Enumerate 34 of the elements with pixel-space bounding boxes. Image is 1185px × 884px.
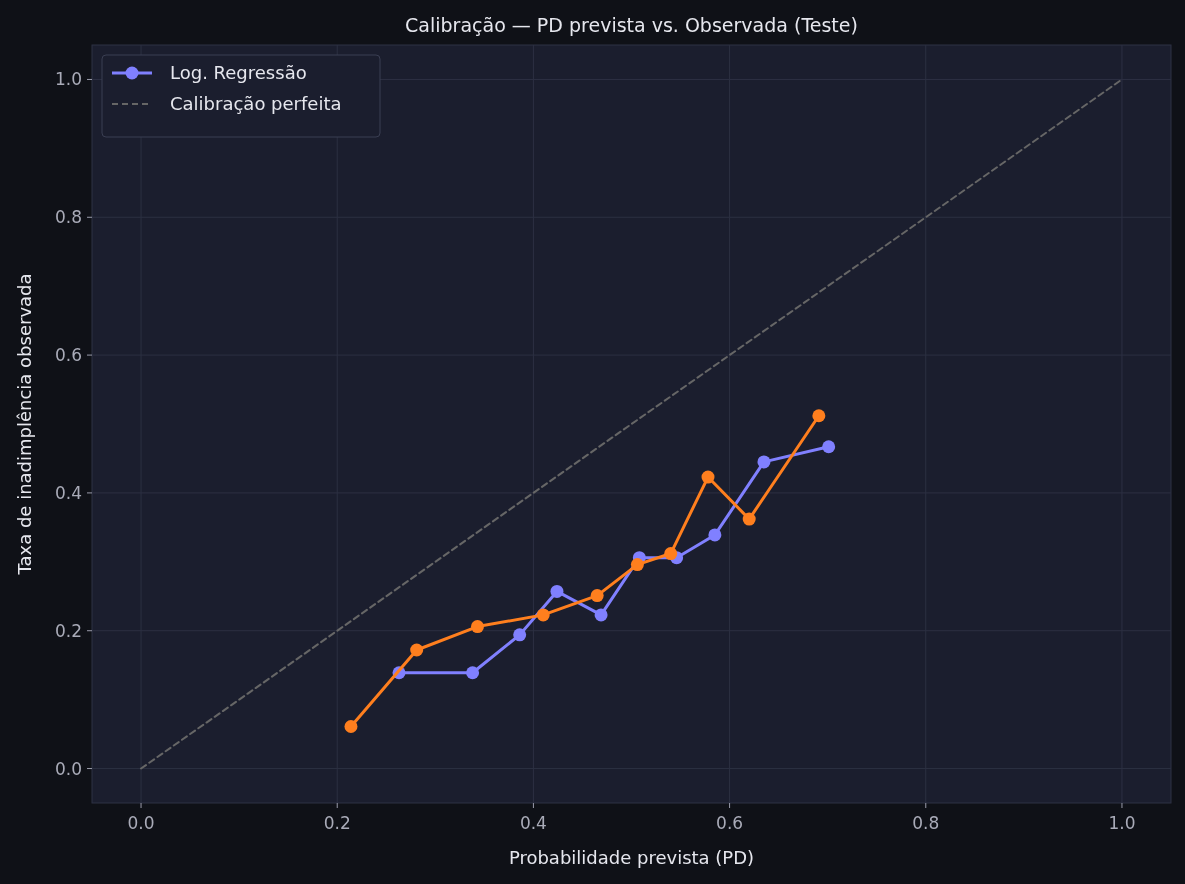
- point: [550, 584, 564, 598]
- y-tick-label: 0.4: [54, 482, 82, 503]
- point: [708, 528, 722, 542]
- x-tick-label: 0.8: [912, 813, 940, 833]
- point: [812, 409, 826, 423]
- point: [757, 455, 771, 469]
- point: [536, 608, 550, 622]
- point: [590, 589, 604, 603]
- point: [822, 440, 836, 454]
- legend-label: Log. Regressão: [170, 62, 307, 83]
- point: [410, 643, 424, 657]
- x-axis-title: Probabilidade prevista (PD): [508, 847, 755, 868]
- point: [594, 608, 608, 622]
- legend-label: Calibração perfeita: [170, 93, 342, 114]
- point: [630, 558, 644, 572]
- y-tick-label: 0.8: [54, 207, 82, 228]
- chart-title: Calibração — PD prevista vs. Observada (Teste): [405, 14, 858, 36]
- x-tick-label: 1.0: [1108, 813, 1136, 833]
- point: [466, 666, 480, 680]
- y-axis-title: Taxa de inadimplência observada: [14, 273, 35, 576]
- point: [701, 470, 715, 484]
- y-tick-label: 0.0: [54, 758, 82, 779]
- y-tick-label: 0.6: [54, 345, 82, 366]
- y-tick-label: 1.0: [54, 69, 82, 90]
- point: [742, 512, 756, 526]
- point: [471, 620, 484, 634]
- point: [344, 720, 358, 734]
- y-tick-label: 0.2: [54, 620, 82, 641]
- x-tick-label: 0.4: [519, 813, 547, 833]
- x-tick-label: 0.6: [716, 813, 744, 833]
- x-tick-label: 0.0: [127, 813, 155, 833]
- point: [664, 547, 678, 561]
- x-tick-label: 0.2: [323, 813, 351, 833]
- point: [513, 628, 527, 642]
